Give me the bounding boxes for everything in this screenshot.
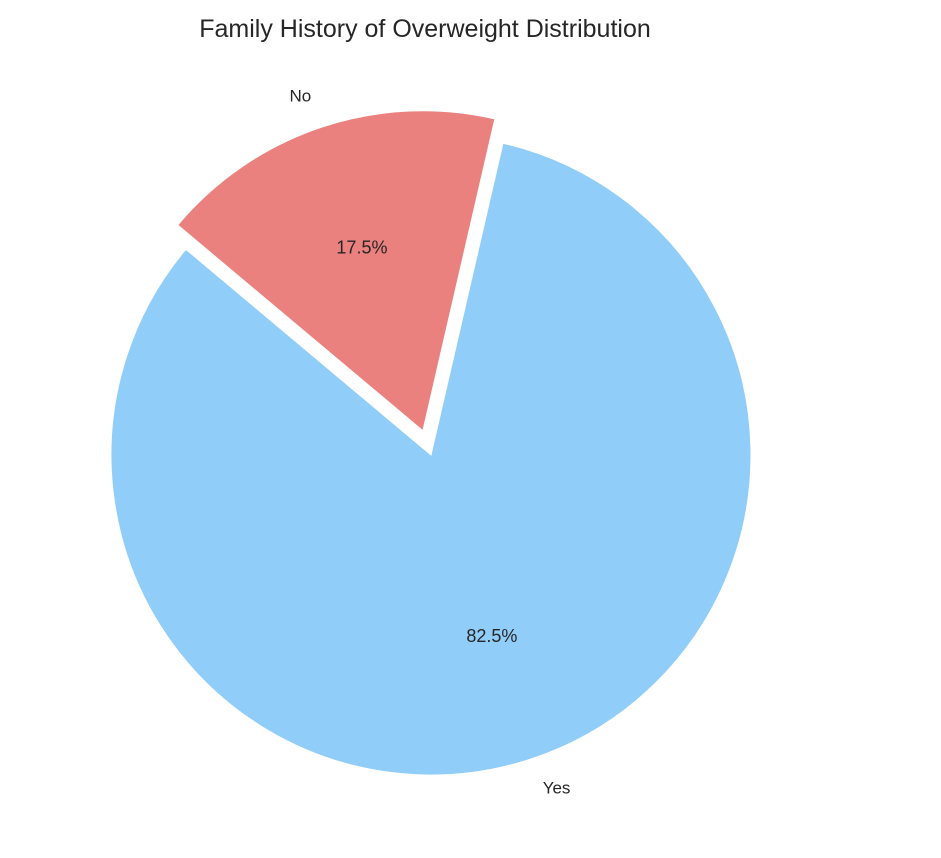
pct-label-yes: 82.5% xyxy=(466,626,517,646)
slice-label-yes: Yes xyxy=(543,778,571,797)
pie-slice-no xyxy=(177,110,496,432)
pie-labels: Yes 82.5% No 17.5% xyxy=(289,86,570,797)
pct-label-no: 17.5% xyxy=(336,237,387,257)
slice-label-no: No xyxy=(289,86,311,105)
pie-slices xyxy=(110,110,752,776)
chart-title: Family History of Overweight Distributio… xyxy=(199,15,651,43)
pie-slice-yes xyxy=(110,142,752,776)
